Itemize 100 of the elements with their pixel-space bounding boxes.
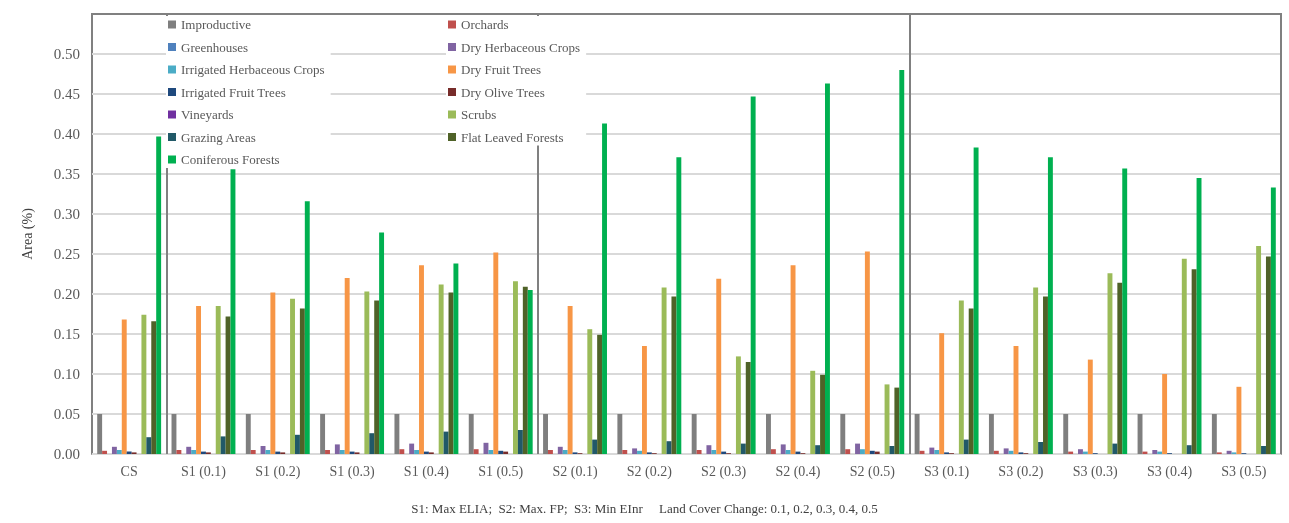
bar xyxy=(671,296,677,454)
bar xyxy=(245,414,251,454)
y-tick-label: 0.10 xyxy=(53,366,80,382)
x-tick-label: S1 (0.1) xyxy=(180,463,227,480)
bar xyxy=(815,445,821,454)
bar xyxy=(963,439,969,454)
legend-label: Irrigated Fruit Trees xyxy=(181,84,286,100)
legend-label: Irrigated Herbaceous Crops xyxy=(181,62,325,77)
bar xyxy=(973,147,979,454)
bar xyxy=(557,446,563,454)
bar xyxy=(513,281,518,454)
x-tick-label: S2 (0.3) xyxy=(701,463,747,480)
bar xyxy=(547,450,553,454)
bar xyxy=(859,449,865,454)
legend-label: Improductive xyxy=(181,17,252,32)
bar xyxy=(399,449,405,454)
bar xyxy=(543,414,548,454)
bar xyxy=(116,450,122,454)
bar xyxy=(1008,450,1014,454)
bar xyxy=(750,96,756,454)
bar xyxy=(374,300,380,454)
bar xyxy=(156,136,162,454)
bar xyxy=(225,316,231,454)
x-tick-label: S3 (0.2) xyxy=(998,463,1044,480)
bar xyxy=(191,450,197,454)
bar xyxy=(265,450,271,454)
bar xyxy=(364,291,370,454)
bar xyxy=(820,374,826,454)
bar xyxy=(498,450,504,454)
bar xyxy=(419,265,424,454)
bar xyxy=(840,414,846,454)
bar xyxy=(1152,450,1158,454)
bar xyxy=(1063,414,1069,454)
bar xyxy=(869,450,875,454)
bar xyxy=(894,387,900,454)
y-tick-label: 0.25 xyxy=(53,246,80,262)
y-tick-label: 0.05 xyxy=(53,406,80,422)
x-tick-label: S3 (0.1) xyxy=(924,463,970,480)
bar xyxy=(929,447,935,454)
bar xyxy=(379,232,385,454)
bar xyxy=(592,439,598,454)
legend-label: Dry Olive Trees xyxy=(461,84,545,100)
legend-label: Dry Herbaceous Crops xyxy=(461,39,581,55)
x-tick-label: S2 (0.2) xyxy=(626,463,673,480)
bar xyxy=(1038,442,1044,454)
legend-label: Scrubs xyxy=(461,107,497,122)
bar xyxy=(304,201,310,454)
bar xyxy=(299,308,305,454)
bar xyxy=(622,450,628,454)
bar xyxy=(111,446,117,454)
legend-label: Orchards xyxy=(461,17,509,32)
y-tick-label: 0.40 xyxy=(53,126,80,142)
y-tick-label: 0.45 xyxy=(53,86,80,102)
bar xyxy=(102,450,108,454)
bar xyxy=(770,449,776,454)
bar xyxy=(290,298,295,454)
x-tick-label: S3 (0.3) xyxy=(1072,463,1119,480)
bar xyxy=(1162,374,1168,454)
bar xyxy=(562,450,568,454)
bar xyxy=(176,450,182,454)
bar xyxy=(1078,449,1083,454)
legend-label: Dry Fruit Trees xyxy=(461,62,542,77)
bar xyxy=(146,437,152,454)
bar xyxy=(889,446,895,454)
bar xyxy=(527,290,533,454)
x-tick-label: S3 (0.5) xyxy=(1221,463,1267,480)
bar xyxy=(220,436,226,454)
bar xyxy=(1236,386,1242,454)
bar xyxy=(617,414,623,454)
bar xyxy=(1122,168,1128,454)
bar xyxy=(1117,282,1123,454)
bar xyxy=(339,450,345,454)
bar xyxy=(864,251,870,454)
bar xyxy=(661,287,667,454)
y-tick-label: 0.50 xyxy=(53,46,80,62)
bar xyxy=(696,450,702,454)
bar xyxy=(97,414,103,454)
bar xyxy=(993,450,999,454)
x-tick-label: S1 (0.2) xyxy=(255,463,301,480)
bar xyxy=(939,333,945,454)
bar xyxy=(414,450,420,454)
bar xyxy=(1181,258,1187,454)
bar xyxy=(443,431,449,454)
x-tick-label: S1 (0.4) xyxy=(403,463,450,480)
bar xyxy=(334,444,340,454)
bar xyxy=(1211,414,1217,454)
x-tick-label: S1 (0.3) xyxy=(329,463,375,480)
bar xyxy=(641,346,647,454)
x-tick-label: S2 (0.1) xyxy=(552,463,598,480)
bar xyxy=(711,450,717,454)
bar xyxy=(1087,359,1093,454)
bar xyxy=(196,306,202,454)
y-tick-label: 0.30 xyxy=(53,206,80,222)
legend-label: Coniferous Forests xyxy=(181,152,280,167)
x-tick-label: S2 (0.5) xyxy=(849,463,896,480)
bar xyxy=(369,433,375,454)
bar xyxy=(845,449,851,454)
bar xyxy=(453,263,459,454)
bar xyxy=(1191,269,1197,454)
bar xyxy=(988,414,994,454)
